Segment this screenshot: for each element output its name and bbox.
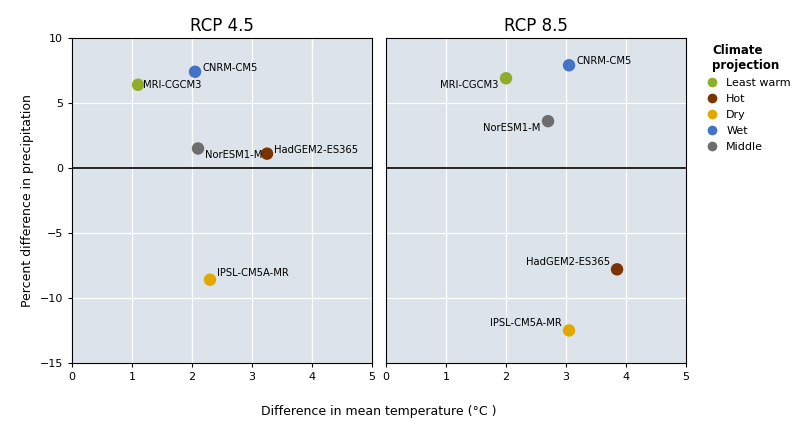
Text: IPSL-CM5A-MR: IPSL-CM5A-MR [490, 318, 562, 328]
Title: RCP 8.5: RCP 8.5 [504, 17, 568, 35]
Text: NorESM1-M: NorESM1-M [206, 150, 262, 160]
Text: CNRM-CM5: CNRM-CM5 [202, 63, 258, 73]
Point [132, 81, 145, 88]
Text: Difference in mean temperature (°C ): Difference in mean temperature (°C ) [262, 405, 497, 418]
Point [261, 150, 274, 157]
Point [192, 145, 205, 152]
Point [189, 68, 202, 75]
Text: HadGEM2-ES365: HadGEM2-ES365 [526, 257, 610, 267]
Point [204, 276, 217, 283]
Y-axis label: Percent difference in precipitation: Percent difference in precipitation [21, 94, 34, 307]
Text: MRI-CGCM3: MRI-CGCM3 [441, 80, 499, 90]
Text: HadGEM2-ES365: HadGEM2-ES365 [274, 145, 358, 155]
Text: IPSL-CM5A-MR: IPSL-CM5A-MR [218, 268, 289, 278]
Title: RCP 4.5: RCP 4.5 [190, 17, 254, 35]
Point [500, 75, 513, 81]
Point [610, 266, 623, 273]
Point [562, 62, 575, 69]
Point [562, 327, 575, 334]
Text: CNRM-CM5: CNRM-CM5 [576, 57, 632, 66]
Text: MRI-CGCM3: MRI-CGCM3 [143, 80, 201, 90]
Point [542, 118, 554, 124]
Legend: Least warm, Hot, Dry, Wet, Middle: Least warm, Hot, Dry, Wet, Middle [701, 43, 791, 152]
Text: NorESM1-M: NorESM1-M [483, 123, 541, 133]
